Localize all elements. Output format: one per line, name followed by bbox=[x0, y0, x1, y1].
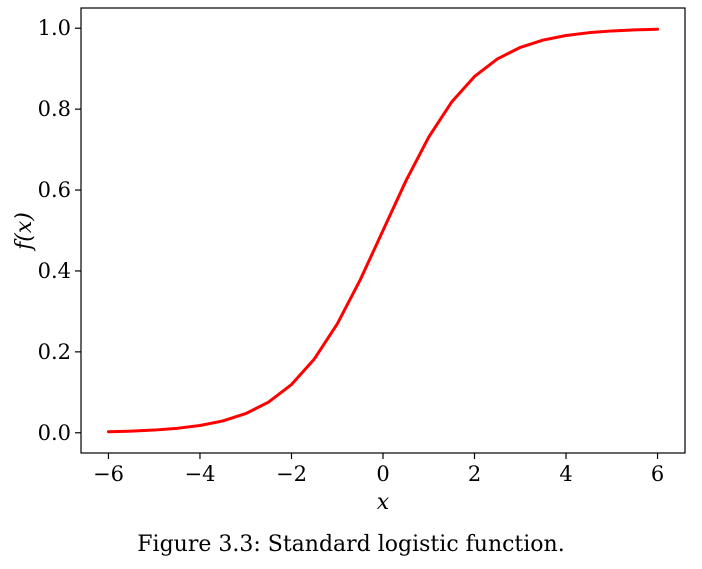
x-tick-label: −2 bbox=[276, 462, 307, 486]
series-layer bbox=[106, 27, 660, 434]
x-axis-ticks: −6 −4 −2 0 2 4 6 bbox=[93, 453, 664, 486]
x-axis-label: x bbox=[377, 490, 390, 515]
y-tick-label: 1.0 bbox=[38, 16, 71, 40]
x-tick-label: −6 bbox=[93, 462, 124, 486]
y-axis-ticks: 0.0 0.2 0.4 0.6 0.8 1.0 bbox=[38, 16, 81, 445]
x-tick-label: −4 bbox=[184, 462, 215, 486]
y-tick-label: 0.8 bbox=[38, 97, 71, 121]
figure-caption: Figure 3.3: Standard logistic function. bbox=[137, 532, 565, 557]
x-tick-label: 4 bbox=[559, 462, 572, 486]
y-tick-label: 0.2 bbox=[38, 340, 71, 364]
x-tick-label: 2 bbox=[468, 462, 481, 486]
x-tick-label: 6 bbox=[651, 462, 664, 486]
series-line-logistic bbox=[106, 27, 660, 434]
plot-frame bbox=[80, 7, 686, 454]
y-tick-label: 0.6 bbox=[38, 178, 71, 202]
y-tick-label: 0.4 bbox=[38, 259, 71, 283]
y-tick-label: 0.0 bbox=[38, 421, 71, 445]
x-tick-label: 0 bbox=[376, 462, 389, 486]
y-axis-label: f(x) bbox=[12, 212, 37, 252]
